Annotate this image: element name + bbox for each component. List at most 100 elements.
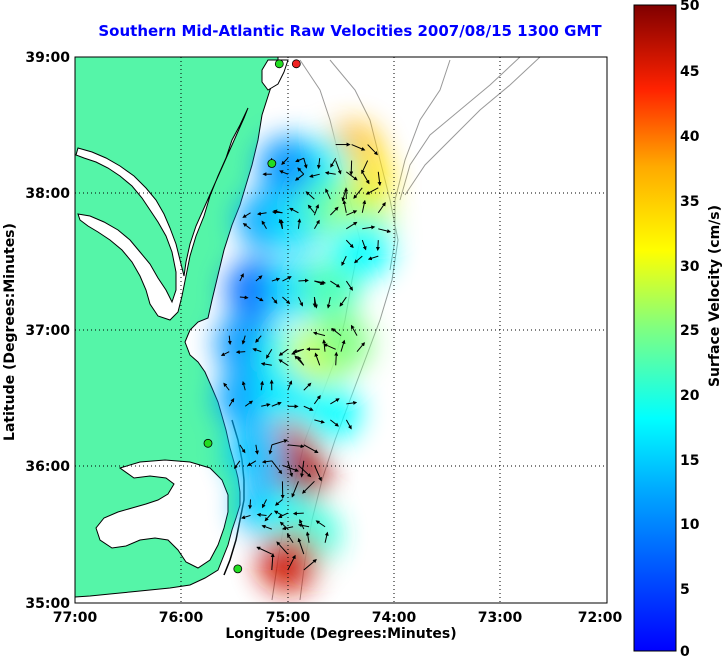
velocity-vector	[281, 157, 289, 165]
velocity-vector	[239, 444, 246, 454]
velocity-vector	[256, 512, 267, 517]
velocity-vector	[239, 273, 244, 282]
sound-water	[95, 459, 229, 569]
velocity-cell	[300, 381, 361, 442]
velocity-vector	[223, 382, 230, 391]
velocity-vector	[286, 533, 294, 544]
velocity-vector	[252, 347, 262, 353]
velocity-vector	[309, 173, 320, 178]
x-tick-label: 74:00	[372, 610, 417, 626]
y-tick-label: 36:00	[25, 459, 70, 475]
velocity-vector	[297, 537, 305, 555]
velocity-cell	[225, 422, 286, 483]
velocity-vector	[241, 380, 246, 391]
velocity-vector	[303, 405, 314, 411]
velocity-vector	[242, 212, 251, 218]
velocity-vector	[242, 222, 251, 230]
colorbar-tick-label: 35	[680, 194, 699, 210]
velocity-vector	[330, 419, 339, 427]
velocity-cell	[257, 532, 318, 593]
velocity-vector	[271, 296, 278, 304]
velocity-vector	[227, 335, 232, 346]
velocity-vector	[303, 158, 308, 169]
velocity-vector	[220, 351, 230, 356]
velocity-vector	[274, 499, 283, 506]
velocity-vector	[279, 170, 288, 175]
velocity-vector	[346, 210, 358, 216]
velocity-vector	[291, 348, 304, 355]
velocity-vector	[256, 546, 273, 555]
colorbar-tick-label: 30	[680, 259, 700, 275]
velocity-vector	[298, 464, 312, 478]
velocity-cell	[332, 218, 393, 279]
colorbar-tick-label: 20	[680, 388, 700, 404]
velocity-vector	[313, 204, 320, 216]
x-tick-label: 72:00	[578, 610, 623, 626]
velocity-vector	[261, 524, 272, 530]
velocity-vector	[276, 541, 289, 555]
velocity-vector	[271, 277, 281, 282]
velocity-vector	[261, 459, 272, 464]
velocity-vector	[365, 187, 379, 195]
velocity-vector	[345, 171, 358, 181]
velocity-vector	[330, 398, 340, 405]
colorbar-label: Surface Velocity (cm/s)	[707, 204, 723, 388]
velocity-vector	[268, 444, 273, 455]
velocity-vector	[261, 403, 271, 407]
velocity-vector	[291, 481, 299, 498]
velocity-vector	[314, 280, 327, 285]
velocity-vector	[326, 296, 331, 309]
velocity-vector	[239, 295, 249, 300]
velocity-vector	[362, 225, 376, 230]
velocity-vector	[340, 339, 346, 352]
x-tick-label: 77:00	[53, 610, 98, 626]
velocity-vector	[342, 199, 347, 213]
velocity-vector	[313, 296, 318, 309]
velocity-vector	[324, 171, 336, 176]
y-tick-label: 37:00	[25, 323, 70, 339]
velocity-vector	[351, 144, 366, 151]
velocity-vector	[361, 199, 367, 213]
velocity-vector	[270, 552, 275, 571]
velocity-vector	[271, 210, 283, 215]
velocity-vector	[260, 380, 265, 391]
velocity-vector	[261, 220, 267, 230]
velocity-vector	[375, 240, 380, 252]
velocity-vector	[325, 188, 331, 200]
velocity-vector	[241, 514, 251, 520]
y-axis-label: Latitude (Degrees:Minutes)	[2, 223, 18, 441]
velocity-vector	[294, 355, 305, 366]
velocity-vector	[330, 280, 341, 288]
velocity-vector	[255, 275, 263, 282]
velocity-vector	[324, 531, 329, 543]
station-marker	[291, 59, 301, 69]
colorbar-tick-label: 40	[680, 129, 700, 145]
x-tick-label: 76:00	[159, 610, 204, 626]
velocity-vector	[350, 324, 358, 336]
velocity-cell	[311, 313, 371, 374]
velocity-vector	[278, 218, 283, 229]
velocity-vector	[346, 400, 358, 405]
velocity-vector	[335, 160, 342, 175]
velocity-vector	[278, 359, 289, 366]
x-tick-label: 73:00	[478, 610, 523, 626]
velocity-vector	[297, 218, 302, 229]
y-tick-label: 39:00	[25, 50, 70, 66]
y-tick-label: 38:00	[25, 186, 70, 202]
x-axis-label: Longitude (Degrees:Minutes)	[225, 626, 457, 642]
y-tick-labels: 39:00 38:00 37:00 36:00 35:00	[25, 50, 70, 612]
velocity-vector	[292, 511, 304, 516]
velocity-vector	[367, 255, 379, 261]
colorbar-tick-label: 5	[680, 582, 690, 598]
station-markers	[203, 59, 301, 574]
velocity-vector	[294, 173, 305, 181]
velocity-vector	[316, 158, 321, 170]
velocity-vector	[354, 255, 363, 264]
velocity-vector	[314, 352, 321, 366]
velocity-vector	[361, 171, 370, 185]
velocity-vector	[353, 187, 363, 199]
velocity-vector	[271, 401, 282, 407]
velocity-vector	[282, 464, 299, 472]
velocity-vector	[278, 348, 289, 356]
